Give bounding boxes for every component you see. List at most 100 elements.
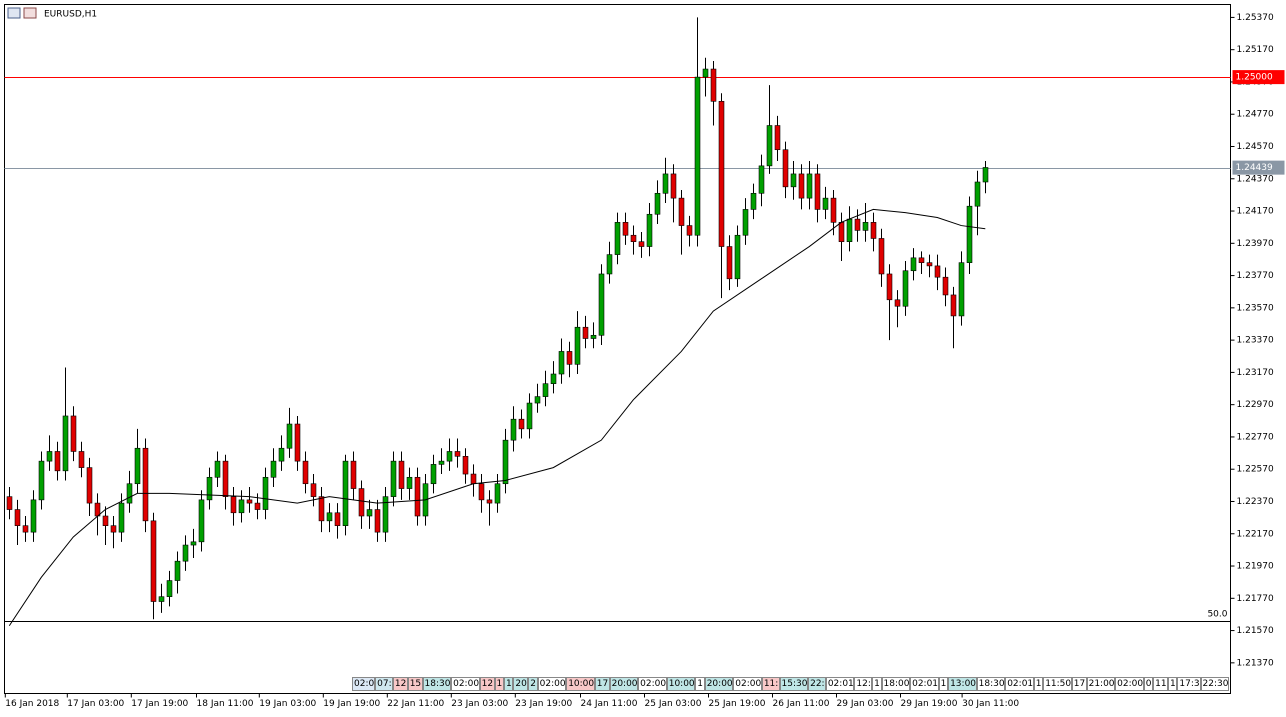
candle-body (926, 262, 933, 267)
event-label: 17:3 (1177, 677, 1201, 691)
candle-body (950, 294, 957, 317)
event-label: 1 (494, 677, 504, 691)
candle-body (14, 509, 21, 526)
event-label: 11: (761, 677, 780, 691)
event-label: 21:00 (1086, 677, 1116, 691)
candle-body (38, 460, 45, 501)
candle-body (366, 509, 373, 517)
candle-body (918, 257, 925, 263)
candle-body (878, 238, 885, 275)
y-tick-label: 1.22970 (1237, 400, 1274, 410)
candle-body (614, 222, 621, 255)
candle-body (414, 476, 421, 517)
x-tick-label: 23 Jan 19:00 (515, 699, 572, 709)
candle-body (22, 525, 29, 533)
candle-body (894, 299, 901, 307)
candle-body (46, 451, 53, 462)
candle-body (230, 496, 237, 514)
candle-body (174, 560, 181, 581)
candle-body (134, 447, 141, 485)
candle-body (766, 125, 773, 167)
price-label-box (1232, 70, 1285, 85)
x-tick-label: 25 Jan 19:00 (709, 699, 766, 709)
y-tick-label: 1.21970 (1237, 562, 1274, 572)
candle-body (798, 173, 805, 199)
candle-body (830, 197, 837, 223)
chart-title: EURUSD,H1 (44, 10, 97, 20)
candle-body (318, 496, 325, 522)
candle-body (750, 192, 757, 210)
candle-body (958, 262, 965, 317)
x-tick-label: 25 Jan 03:00 (645, 699, 702, 709)
candle-body (54, 451, 61, 472)
candle-body (862, 222, 869, 231)
candle-body (670, 173, 677, 199)
event-label: 1 (695, 677, 705, 691)
x-tick-label: 19 Jan 03:00 (259, 699, 316, 709)
event-label: 02:00 (638, 677, 667, 691)
y-tick-label: 1.23570 (1237, 303, 1274, 313)
event-label: 02:00 (1115, 677, 1144, 691)
candle-body (102, 515, 109, 526)
moving-average (8, 208, 986, 627)
candle-body (542, 383, 549, 397)
event-label: 12: (854, 677, 873, 691)
candle-body (942, 276, 949, 296)
event-label: 02:01 (1005, 677, 1034, 691)
candle-body (406, 476, 413, 489)
candle-body (710, 68, 717, 102)
x-tick-label: 30 Jan 11:00 (962, 699, 1019, 709)
y-tick-label: 1.24370 (1237, 174, 1274, 184)
candle-body (286, 423, 293, 449)
candle-body (678, 197, 685, 226)
candle-body (246, 499, 253, 504)
candle-body (846, 218, 853, 242)
y-tick-label: 1.22770 (1237, 432, 1274, 442)
candle-body (966, 205, 973, 263)
candle-body (94, 502, 101, 517)
event-label: 10:00 (666, 677, 696, 691)
candle-body (686, 225, 693, 236)
candle-body (118, 502, 125, 533)
y-tick-label: 1.23370 (1237, 336, 1274, 346)
candle-body (342, 460, 349, 526)
candle-body (398, 460, 405, 489)
candle-body (902, 270, 909, 307)
candle-body (910, 257, 917, 272)
y-tick-label: 1.25370 (1237, 13, 1274, 23)
candle-body (374, 509, 381, 533)
event-label: 02:0 (352, 677, 376, 691)
candle-body (646, 213, 653, 247)
candle-body (166, 580, 173, 597)
y-tick-label: 1.22370 (1237, 497, 1274, 507)
event-label: 18:30 (976, 677, 1006, 691)
candle-body (734, 234, 741, 280)
candle-body (334, 512, 341, 526)
candle-body (270, 460, 277, 478)
event-label: 02:00 (451, 677, 480, 691)
candle-body (430, 464, 437, 485)
event-label: 13:00 (948, 677, 977, 691)
event-label: 22:30 (1200, 677, 1230, 691)
candle-body (606, 254, 613, 275)
event-label: 07: (375, 677, 393, 691)
event-label: 1 (872, 677, 882, 691)
candle-body (774, 125, 781, 151)
candle-body (6, 496, 13, 510)
candle-body (782, 149, 789, 188)
y-tick-label: 1.23970 (1237, 239, 1274, 249)
candle-body (238, 499, 245, 514)
candle-body (110, 525, 117, 533)
x-tick-label: 18 Jan 11:00 (197, 699, 254, 709)
candle-body (470, 473, 477, 485)
candle-body (310, 483, 317, 497)
candle-body (502, 439, 509, 485)
candle-body (550, 373, 557, 384)
candle-body (662, 173, 669, 194)
event-label: 02:00 (537, 677, 567, 691)
candle-body (518, 418, 525, 430)
candle-body (150, 520, 157, 602)
chart-icon (7, 7, 21, 19)
candle-body (510, 418, 517, 441)
